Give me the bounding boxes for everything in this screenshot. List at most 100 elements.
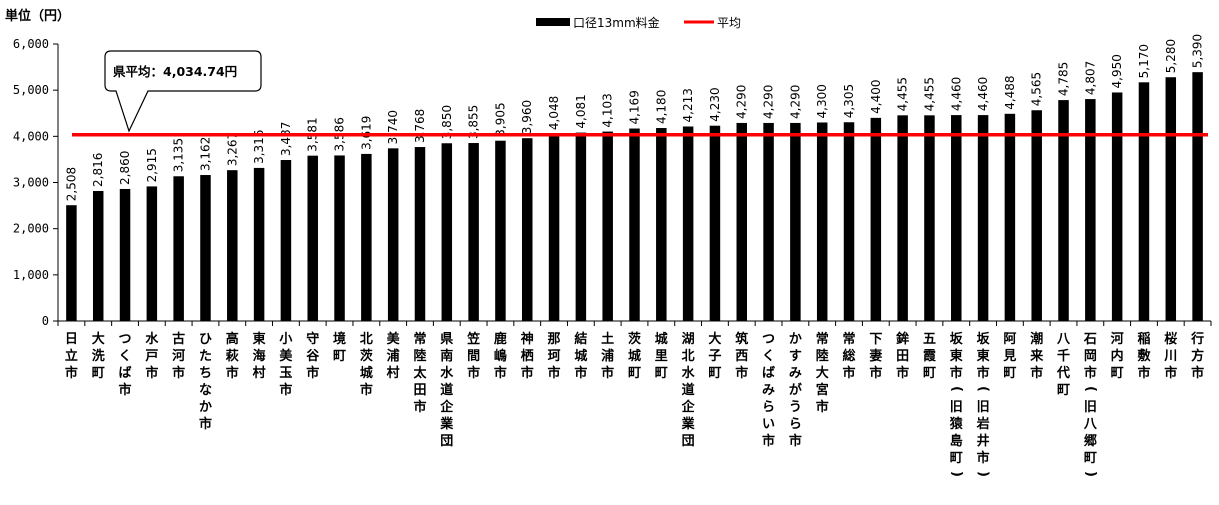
category-label: 神栖市 <box>521 331 534 381</box>
bar-value-label: 3,487 <box>279 122 293 156</box>
bar <box>414 147 426 321</box>
category-label: 行方市 <box>1190 331 1204 381</box>
category-label-glyph: 城 <box>574 348 587 364</box>
bars <box>66 72 1203 322</box>
category-label-glyph: 八 <box>1083 417 1098 432</box>
bar-value-label: 4,103 <box>601 93 615 127</box>
category-label-glyph: 総 <box>843 348 856 364</box>
bar-value-label: 2,915 <box>145 148 159 182</box>
category-label-glyph: 北 <box>360 332 373 347</box>
category-label-glyph: 阿 <box>1003 332 1016 347</box>
category-label-glyph: ) <box>1083 471 1098 477</box>
category-label: 笠間市 <box>466 331 480 381</box>
unit-label: 単位（円） <box>5 8 70 24</box>
bar-value-label: 3,162 <box>198 137 212 171</box>
bar <box>227 170 238 321</box>
category-label-glyph: 市 <box>816 399 829 415</box>
bar <box>521 138 533 321</box>
category-label: 日立市 <box>65 332 78 381</box>
bar <box>119 188 131 321</box>
category-label: 五霞町 <box>923 332 937 381</box>
category-label-glyph: 水 <box>145 331 159 347</box>
category-label: 那珂市 <box>548 332 561 381</box>
category-label-glyph: 市 <box>1164 365 1177 381</box>
category-label-glyph: 郷 <box>1084 434 1097 449</box>
category-label-glyph: た <box>199 349 212 364</box>
category-label-glyph: 町 <box>1003 366 1016 381</box>
category-label-glyph: 常 <box>413 331 426 347</box>
category-label: 河内町 <box>1111 331 1124 381</box>
bar-value-label: 3,855 <box>467 105 481 139</box>
category-label-glyph: 猿 <box>949 416 964 432</box>
bar-value-label: 3,267 <box>225 132 239 166</box>
bar-value-label: 5,390 <box>1191 34 1205 68</box>
category-label-glyph: 方 <box>1191 348 1204 364</box>
category-label-glyph: 旧 <box>977 400 990 415</box>
bar <box>200 175 211 321</box>
category-label: 潮来市 <box>1029 331 1044 381</box>
category-label-glyph: 常 <box>843 331 856 347</box>
bar-value-label: 4,807 <box>1083 61 1097 95</box>
y-tick-label: 5,000 <box>13 83 49 97</box>
category-label-glyph: 鉾 <box>896 331 909 347</box>
category-label-glyph: 岩 <box>976 416 990 432</box>
category-label-glyph: 北 <box>682 349 695 364</box>
category-label-glyph: 茨 <box>360 348 374 364</box>
bar-value-label: 4,488 <box>1003 75 1017 109</box>
data-labels: 2,508 2,816 2,860 2,915 3,135 3,162 3,267 3,316… <box>64 34 1204 201</box>
bar-value-label: 4,400 <box>869 80 883 114</box>
category-label-glyph: ) <box>949 471 964 477</box>
bar-value-label: 4,300 <box>815 84 829 118</box>
callout-text: 県平均：4,034.74円 <box>113 64 237 79</box>
category-label-glyph: 町 <box>92 366 105 381</box>
category-label-glyph: 市 <box>279 382 292 398</box>
bar-value-label: 3,905 <box>493 102 507 136</box>
category-label-glyph: 太 <box>412 365 427 381</box>
category-label-glyph: ば <box>119 366 132 381</box>
bar <box>870 117 882 321</box>
category-label-glyph: か <box>789 332 802 347</box>
category-label-glyph: 町 <box>1111 366 1124 381</box>
category-label-glyph: 笠 <box>466 331 480 347</box>
bar-value-label: 4,460 <box>976 77 990 111</box>
category-label-glyph: 内 <box>1111 348 1124 364</box>
bar <box>790 122 801 321</box>
bar <box>1031 110 1042 321</box>
category-label-glyph: 大 <box>708 331 721 347</box>
category-label-glyph: 茨 <box>628 331 642 347</box>
category-label-glyph: 神 <box>521 331 534 347</box>
category-label-glyph: 栖 <box>521 348 534 364</box>
bar <box>575 132 587 321</box>
category-label-glyph: う <box>789 400 802 415</box>
category-label-glyph: 旧 <box>950 400 963 415</box>
category-label-glyph: 町 <box>655 366 668 381</box>
category-label-glyph: 稲 <box>1137 331 1150 347</box>
bar-value-label: 2,816 <box>91 153 105 187</box>
y-tick-label: 6,000 <box>13 37 49 51</box>
bar <box>709 125 721 321</box>
category-label-glyph: 城 <box>360 365 373 381</box>
category-label-glyph: 境 <box>333 331 346 347</box>
bar <box>253 167 265 321</box>
category-label-glyph: 田 <box>413 383 426 398</box>
category-label-glyph: 玉 <box>279 366 292 381</box>
bar <box>629 128 640 321</box>
category-label-glyph: 市 <box>977 450 990 466</box>
category-label-glyph: い <box>762 417 775 432</box>
bar <box>843 122 855 321</box>
bar-value-label: 4,290 <box>762 85 776 119</box>
bar-value-label: 3,619 <box>359 116 373 150</box>
category-label-glyph: 結 <box>574 331 587 347</box>
category-label-glyph: 市 <box>843 365 856 381</box>
category-label-glyph: ら <box>789 417 802 432</box>
bar <box>1192 72 1203 321</box>
category-label: 城里町 <box>655 331 668 381</box>
category-label-glyph: か <box>199 400 212 415</box>
bar <box>92 190 104 321</box>
